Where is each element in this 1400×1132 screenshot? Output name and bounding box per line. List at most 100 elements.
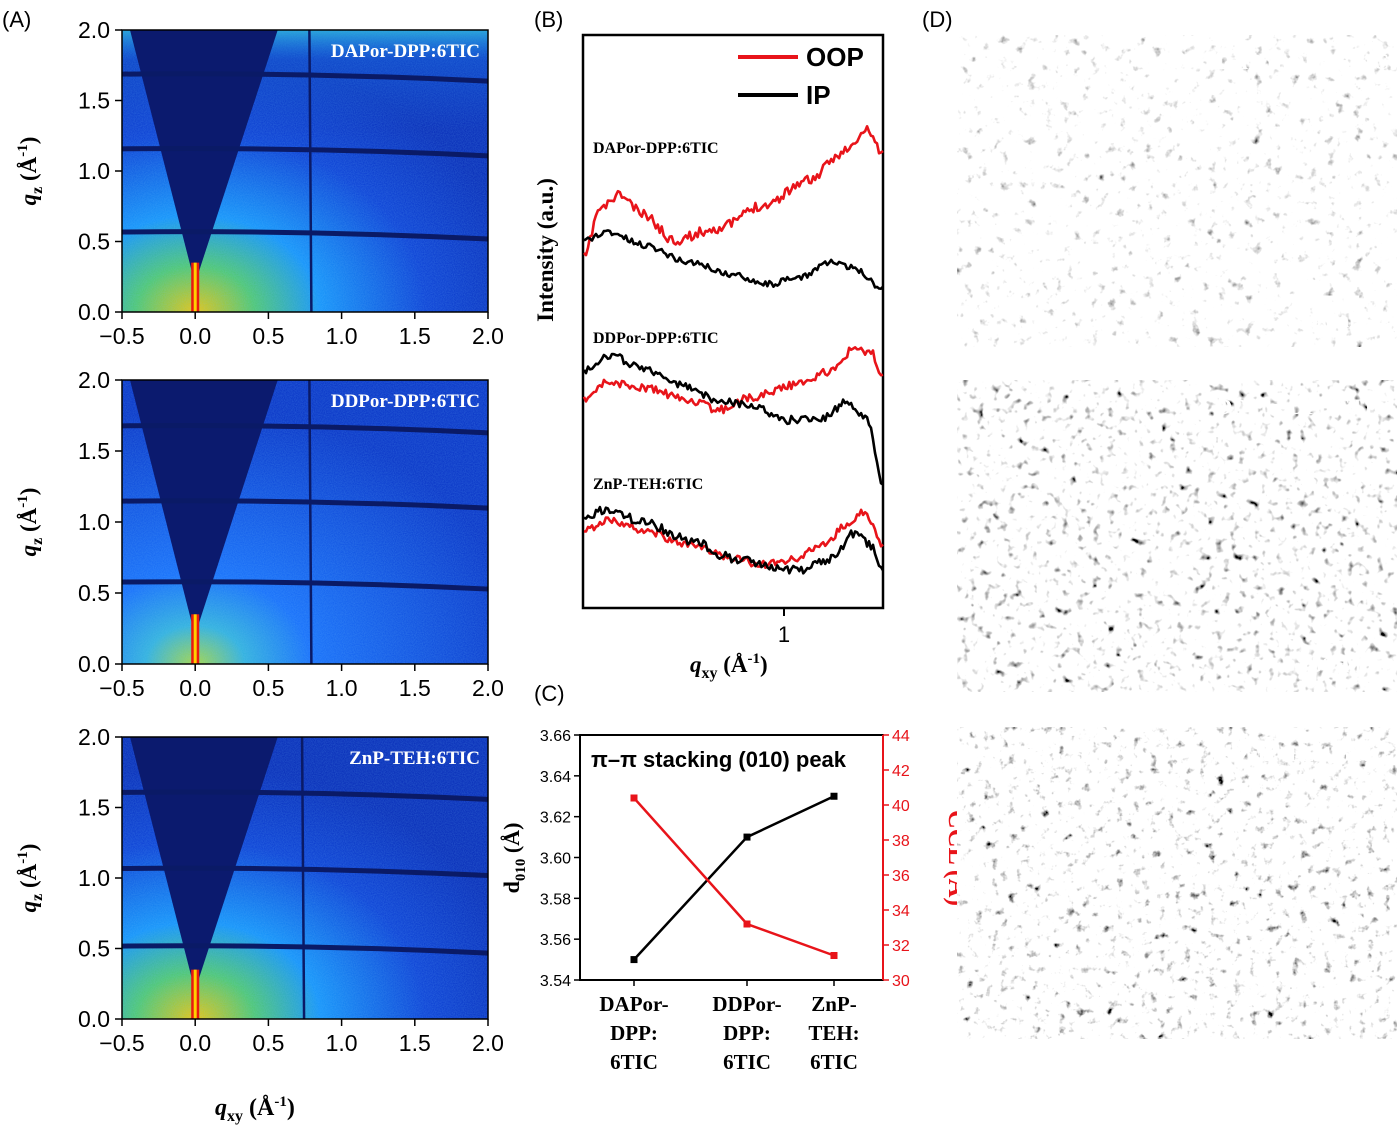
y-axis-label: qz (Å-1): [15, 844, 46, 913]
panel-b-frame: [581, 33, 885, 610]
scale-bar-label: 50 nm: [1311, 1000, 1367, 1024]
profile-curve-1: [583, 125, 884, 257]
panel-label-d: (D): [922, 7, 953, 32]
x-tick-label: 1.0: [326, 323, 358, 349]
right-y-tick-label: 32: [892, 938, 910, 955]
tem-sample-label: DDPor-DPP:6TIC: [1216, 394, 1389, 419]
y-tick-label: 0.0: [78, 299, 110, 325]
y-tick-label: 1.0: [78, 509, 110, 535]
panel-c-chart: π–π stacking (010) peak 3.54 3.56 3.58 3.60…: [499, 728, 972, 1074]
category-label: ZnP-: [811, 992, 857, 1016]
tem-texture: [957, 35, 1397, 347]
category-label: 6TIC: [723, 1050, 771, 1074]
x-tick-label: 2.0: [472, 323, 504, 349]
x-tick-label: −0.5: [99, 675, 144, 701]
left-y-tick-label: 3.62: [540, 810, 571, 827]
profile-curves: [582, 125, 885, 575]
tem-sample-label: ZnP-TEH:6TIC: [1237, 741, 1389, 766]
chart-title: π–π stacking (010) peak: [591, 747, 847, 772]
series-point-d010: [630, 956, 638, 964]
panel-label-b: (B): [534, 7, 563, 32]
left-y-tick-label: 3.64: [540, 769, 571, 786]
x-tick-label: 1.0: [326, 675, 358, 701]
category-label: TEH:: [808, 1021, 859, 1045]
y-tick-label: 1.0: [78, 865, 110, 891]
panel-a-giwaxs: DAPor-DPP:6TIC−0.5 0.0 0.5 1.0 1.5 2.00.00.51…: [15, 17, 504, 1125]
x-tick-label: −0.5: [99, 323, 144, 349]
x-tick-label: 1.5: [399, 675, 431, 701]
panel-label-c: (C): [534, 681, 565, 706]
y-axis-label: qz (Å-1): [15, 488, 46, 557]
profile-y-axis-label: Intensity (a.u.): [533, 178, 558, 322]
series-point-CCL: [630, 794, 638, 802]
right-y-tick-label: 40: [892, 798, 910, 815]
panel-b-profiles: OOP IP DAPor-DPP:6TIC DDPor-DPP:6TIC ZnP…: [533, 33, 885, 682]
detector-gap-horizontal: [121, 71, 489, 84]
detector-gap-horizontal: [121, 423, 489, 436]
category-label: 6TIC: [810, 1050, 858, 1074]
giwaxs-missing-wedge: [130, 737, 278, 984]
profile-label-ddpor: DDPor-DPP:6TIC: [593, 330, 719, 347]
tem-image-3: ZnP-TEH:6TIC 50 nm: [957, 727, 1397, 1039]
y-tick-label: 0.5: [78, 229, 110, 255]
right-y-tick-label: 42: [892, 763, 910, 780]
panel-c-frame: [579, 734, 884, 981]
detector-gap-vertical: [300, 736, 306, 1020]
left-y-tick-label: 3.60: [540, 851, 571, 868]
left-y-tick-label: 3.56: [540, 932, 571, 949]
x-tick-label: 0.0: [179, 323, 211, 349]
x-tick-label: 0.0: [179, 1030, 211, 1056]
x-tick-label: 2.0: [472, 1030, 504, 1056]
series-point-CCL: [830, 952, 838, 959]
y-tick-label: 2.0: [78, 367, 110, 393]
category-label: DPP:: [610, 1021, 658, 1045]
tem-sample-label: DAPor-DPP:6TIC: [1216, 49, 1389, 74]
y-tick-label: 1.0: [78, 158, 110, 184]
right-y-tick-label: 36: [892, 868, 910, 885]
series-point-CCL: [743, 920, 751, 928]
category-label: DPP:: [723, 1021, 771, 1045]
y-tick-label: 0.0: [78, 651, 110, 677]
y-tick-label: 0.5: [78, 580, 110, 606]
x-tick-label: 0.5: [252, 323, 284, 349]
scale-bar-label: 50 nm: [1311, 653, 1367, 677]
giwaxs-map-1: DAPor-DPP:6TIC−0.5 0.0 0.5 1.0 1.5 2.00.00.51…: [15, 17, 504, 349]
panel-label-a: (A): [2, 7, 31, 32]
tem-image-1: DAPor-DPP:6TIC 50 nm: [957, 35, 1397, 347]
right-y-tick-label: 34: [892, 903, 910, 920]
y-tick-label: 2.0: [78, 17, 110, 43]
x-tick-label: 2.0: [472, 675, 504, 701]
giwaxs-map-2: DDPor-DPP:6TIC−0.5 0.0 0.5 1.0 1.5 2.00.00.51…: [15, 367, 504, 701]
legend-oop-label: OOP: [806, 42, 864, 72]
profile-label-dapor: DAPor-DPP:6TIC: [593, 140, 719, 157]
right-y-tick-label: 38: [892, 833, 910, 850]
detector-gap-horizontal: [121, 229, 489, 242]
right-y-tick-label: 44: [892, 728, 910, 745]
profile-x-axis-label: qxy (Å-1): [690, 651, 768, 682]
giwaxs-sample-label: DAPor-DPP:6TIC: [331, 41, 480, 62]
y-tick-label: 1.5: [78, 88, 110, 114]
x-tick-label: 0.5: [252, 1030, 284, 1056]
detector-gap-horizontal: [121, 498, 489, 511]
detector-gap-vertical: [308, 379, 313, 665]
y-tick-label: 2.0: [78, 724, 110, 750]
y-axis-label: qz (Å-1): [15, 137, 46, 206]
detector-gap-horizontal: [121, 789, 489, 802]
detector-gap-horizontal: [121, 579, 489, 592]
detector-gap-horizontal: [121, 943, 489, 956]
x-tick-label: 0.0: [179, 675, 211, 701]
giwaxs-specular-core: [193, 969, 197, 1019]
profile-curve-4: [582, 352, 884, 486]
profile-curve-2: [583, 229, 884, 290]
category-label: 6TIC: [610, 1050, 658, 1074]
y-tick-label: 0.0: [78, 1006, 110, 1032]
scale-bar-label: 50 nm: [1311, 308, 1367, 332]
x-tick-label: 1.0: [326, 1030, 358, 1056]
profile-label-znp: ZnP-TEH:6TIC: [593, 476, 703, 493]
x-tick-label: −0.5: [99, 1030, 144, 1056]
left-y-tick-label: 3.66: [540, 728, 571, 745]
giwaxs-map-3: ZnP-TEH:6TIC−0.5 0.0 0.5 1.0 1.5 2.00.00.51.0…: [15, 724, 504, 1056]
giwaxs-specular-core: [193, 614, 197, 664]
